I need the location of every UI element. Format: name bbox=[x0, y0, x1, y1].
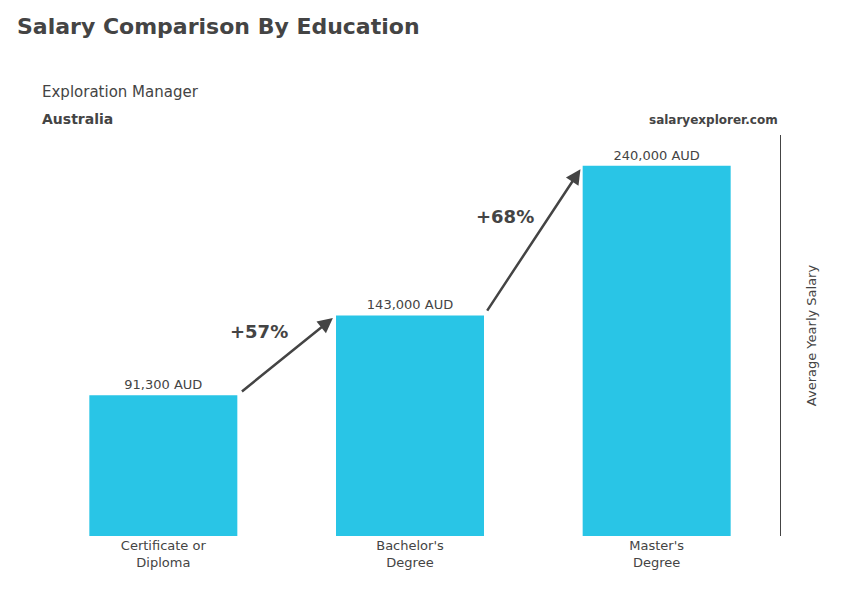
svg-text:+68%: +68% bbox=[476, 206, 534, 227]
svg-text:Salary Comparison By Education: Salary Comparison By Education bbox=[17, 14, 420, 39]
svg-text:Bachelor'sDegree: Bachelor'sDegree bbox=[376, 538, 444, 570]
svg-text:Master'sDegree: Master'sDegree bbox=[629, 538, 684, 570]
svg-text:Average Yearly Salary: Average Yearly Salary bbox=[804, 265, 819, 407]
svg-text:+57%: +57% bbox=[230, 321, 288, 342]
svg-text:Certificate orDiploma: Certificate orDiploma bbox=[121, 538, 207, 570]
svg-text:salaryexplorer.com: salaryexplorer.com bbox=[649, 113, 778, 127]
svg-text:143,000 AUD: 143,000 AUD bbox=[367, 297, 453, 312]
svg-text:Australia: Australia bbox=[42, 111, 113, 127]
svg-text:Exploration Manager: Exploration Manager bbox=[42, 83, 199, 101]
svg-text:240,000 AUD: 240,000 AUD bbox=[614, 148, 700, 163]
svg-text:91,300 AUD: 91,300 AUD bbox=[124, 377, 202, 392]
